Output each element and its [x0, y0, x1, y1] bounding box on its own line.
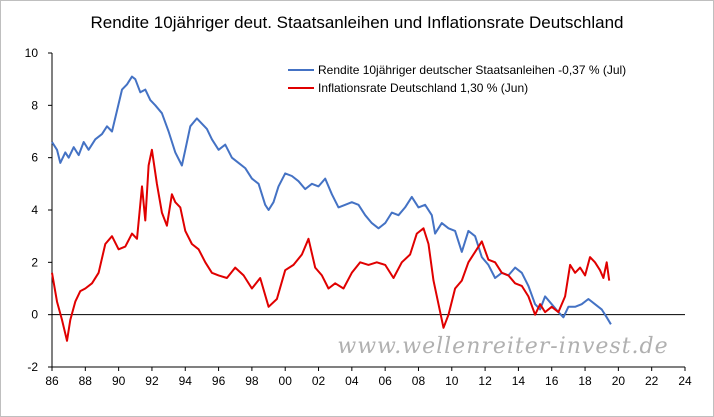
x-tick-label: 04	[345, 374, 359, 388]
legend-label: Inflationsrate Deutschland 1,30 % (Jun)	[318, 81, 528, 95]
x-tick-label: 96	[212, 374, 226, 388]
x-tick-label: 08	[412, 374, 426, 388]
y-tick-label: 2	[31, 255, 38, 269]
watermark-text: www.wellenreiter-invest.de	[337, 334, 668, 359]
x-tick-label: 16	[545, 374, 559, 388]
x-tick-label: 18	[578, 374, 592, 388]
y-tick-label: 0	[31, 308, 38, 322]
x-tick-label: 06	[378, 374, 392, 388]
y-tick-label: 4	[31, 203, 38, 217]
series-group	[51, 75, 612, 342]
y-tick-label: -2	[27, 360, 38, 374]
x-tick-label: 92	[145, 374, 159, 388]
x-tick-label: 10	[445, 374, 459, 388]
x-tick-label: 20	[612, 374, 626, 388]
legend-label: Rendite 10jähriger deutscher Staatsanlei…	[318, 63, 626, 77]
x-tick-label: 24	[678, 374, 692, 388]
x-tick-label: 12	[478, 374, 492, 388]
x-tick-label: 88	[79, 374, 93, 388]
x-tick-label: 22	[645, 374, 659, 388]
x-tick-label: 98	[245, 374, 259, 388]
y-tick-label: 6	[31, 151, 38, 165]
x-tick-label: 00	[279, 374, 293, 388]
watermark: www.wellenreiter-invest.de	[337, 334, 668, 359]
x-tick-label: 90	[112, 374, 126, 388]
x-tick-label: 14	[512, 374, 526, 388]
yield-series-line	[51, 75, 612, 325]
inflation-series-line	[51, 148, 611, 342]
x-tick-label: 86	[45, 374, 59, 388]
y-tick-label: 8	[31, 98, 38, 112]
chart-title: Rendite 10jähriger deut. Staatsanleihen …	[90, 13, 624, 32]
x-tick-label: 94	[179, 374, 193, 388]
legend: Rendite 10jähriger deutscher Staatsanlei…	[288, 63, 626, 95]
y-tick-label: 10	[25, 46, 39, 60]
x-tick-label: 02	[312, 374, 326, 388]
